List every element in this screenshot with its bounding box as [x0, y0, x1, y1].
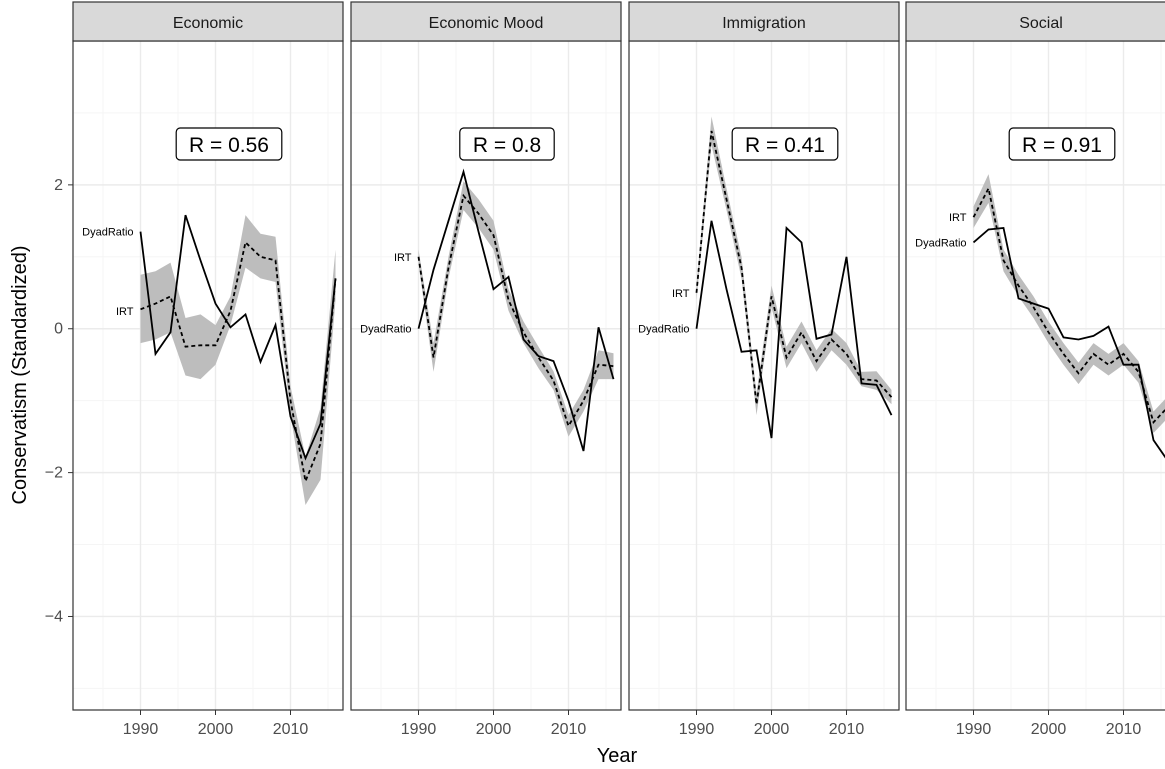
r-annotation-box [731, 127, 839, 161]
dyadratio-label: DyadRatio [360, 324, 411, 336]
facet-strip [72, 1, 344, 42]
r-annotation-box [1008, 127, 1116, 161]
y-tick-label: −4 [45, 608, 63, 625]
x-tick-label: 2000 [198, 721, 234, 738]
dyadratio-line [417, 168, 615, 452]
x-tick-label: 2000 [754, 721, 790, 738]
dyadratio-line [139, 214, 337, 461]
series-labels: DyadRatio IRT [360, 252, 412, 336]
irt-label: IRT [116, 306, 134, 318]
panel-social: DyadRatio IRT R = 0.91 Social 1990 2000 2010 [905, 1, 1165, 738]
y-tick-label: −2 [45, 465, 63, 482]
x-tick-label: 2010 [829, 721, 865, 738]
irt-label: IRT [672, 288, 690, 300]
x-tick-label: 1990 [401, 721, 437, 738]
dyadratio-label: DyadRatio [82, 227, 133, 239]
facet-title: Social [1019, 15, 1063, 32]
r-annotation-box [175, 127, 283, 161]
x-tick-label: 1990 [123, 721, 159, 738]
panel-economic: DyadRatio IRT R = 0.56 Economic 1990 2000 2010 [72, 1, 344, 738]
irt-label: IRT [949, 212, 967, 224]
x-tick-label: 2010 [551, 721, 587, 738]
facet-strip [628, 1, 900, 42]
irt-ribbon [696, 116, 892, 416]
x-tick-label: 1990 [956, 721, 992, 738]
series-labels: DyadRatio IRT [638, 288, 690, 336]
dyadratio-label: DyadRatio [638, 324, 689, 336]
facet-strip [905, 1, 1165, 42]
r-annotation: R = 0.56 [189, 134, 269, 157]
facet-title: Economic [173, 15, 243, 32]
series-labels: DyadRatio IRT [82, 227, 134, 318]
facet-title: Immigration [722, 15, 806, 32]
y-axis-title: Conservatism (Standardized) [9, 246, 31, 505]
panel-economic-mood: DyadRatio IRT R = 0.8 Economic Mood 1990 2000… [350, 1, 622, 738]
r-annotation: R = 0.8 [473, 134, 541, 157]
x-tick-label: 2000 [1031, 721, 1067, 738]
x-tick-label: 2010 [273, 721, 309, 738]
x-axis-title: Year [597, 745, 638, 767]
dyadratio-label: DyadRatio [915, 237, 966, 249]
y-tick-label: 2 [54, 177, 63, 194]
x-tick-label: 2010 [1106, 721, 1142, 738]
irt-ribbon [973, 174, 1165, 433]
dyadratio-line [972, 227, 1165, 459]
facet-title: Economic Mood [429, 15, 544, 32]
irt-line [972, 185, 1165, 425]
facet-strip [350, 1, 622, 42]
irt-ribbon [140, 215, 336, 505]
irt-label: IRT [394, 252, 412, 264]
y-tick-label: 0 [54, 321, 63, 338]
r-annotation: R = 0.41 [745, 134, 825, 157]
irt-line [417, 193, 614, 429]
series-labels: DyadRatio IRT [915, 212, 967, 249]
r-annotation: R = 0.91 [1022, 134, 1102, 157]
r-annotation-box [459, 127, 555, 161]
irt-line [695, 130, 893, 405]
dyadratio-line [695, 220, 893, 439]
x-tick-label: 2000 [476, 721, 512, 738]
panel-immigration: DyadRatio IRT R = 0.41 Immigration 1990 2000 2… [628, 1, 900, 738]
x-tick-label: 1990 [679, 721, 715, 738]
